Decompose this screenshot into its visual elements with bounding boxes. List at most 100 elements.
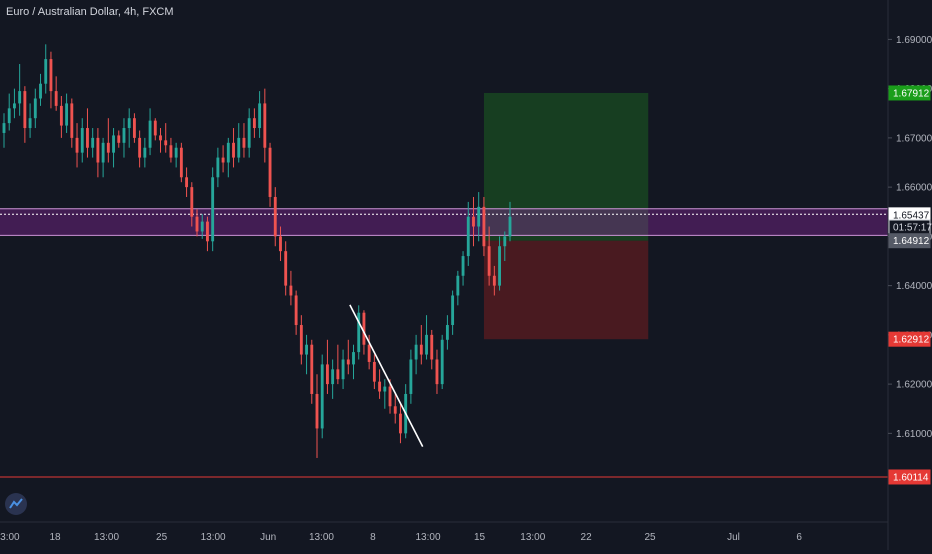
candle[interactable] [211, 167, 215, 252]
candle[interactable] [451, 290, 455, 335]
candle[interactable] [440, 334, 444, 390]
candle[interactable] [112, 128, 115, 168]
candle[interactable] [226, 137, 230, 178]
candle[interactable] [148, 108, 152, 156]
candle[interactable] [372, 354, 376, 390]
candle[interactable] [159, 128, 162, 153]
candle[interactable] [242, 123, 246, 158]
candle[interactable] [508, 201, 512, 242]
candle[interactable] [247, 108, 251, 158]
candle[interactable] [232, 128, 235, 168]
candle[interactable] [164, 123, 168, 153]
candle[interactable] [294, 290, 298, 335]
candle[interactable] [252, 108, 256, 138]
candle[interactable] [206, 216, 209, 252]
candle[interactable] [39, 73, 42, 106]
candle[interactable] [75, 123, 79, 168]
candle[interactable] [320, 354, 324, 439]
candle[interactable] [117, 130, 121, 148]
candle[interactable] [305, 334, 308, 375]
candle[interactable] [179, 142, 183, 183]
candle[interactable] [466, 201, 470, 266]
candle[interactable] [310, 339, 314, 404]
candle[interactable] [378, 369, 382, 399]
candle[interactable] [299, 315, 303, 365]
candle[interactable] [49, 51, 53, 109]
candle[interactable] [492, 265, 496, 296]
candle[interactable] [70, 98, 74, 148]
candle[interactable] [190, 182, 194, 227]
candle[interactable] [315, 374, 319, 458]
candle[interactable] [12, 88, 16, 119]
candle[interactable] [132, 113, 136, 143]
candle[interactable] [414, 334, 418, 375]
candle[interactable] [65, 93, 69, 133]
candle[interactable] [2, 113, 6, 148]
candle[interactable] [101, 137, 105, 178]
candle[interactable] [195, 209, 199, 237]
candle[interactable] [127, 108, 131, 148]
candle[interactable] [86, 108, 89, 158]
resistance-zone[interactable] [0, 208, 888, 236]
candle[interactable] [383, 379, 387, 409]
candle[interactable] [138, 130, 142, 168]
candle[interactable] [143, 137, 147, 168]
candle[interactable] [284, 241, 288, 296]
candle[interactable] [59, 96, 63, 138]
candle[interactable] [419, 325, 423, 365]
candle[interactable] [430, 329, 434, 370]
candle[interactable] [445, 315, 449, 350]
candle[interactable] [352, 344, 355, 380]
candle[interactable] [122, 118, 126, 158]
candle[interactable] [237, 123, 241, 163]
candle[interactable] [435, 349, 439, 394]
candle[interactable] [388, 379, 392, 414]
candle[interactable] [200, 214, 204, 239]
candle[interactable] [409, 349, 413, 404]
candle[interactable] [482, 196, 486, 257]
candle[interactable] [28, 103, 32, 138]
candle[interactable] [185, 167, 189, 197]
candle[interactable] [325, 339, 329, 394]
candle[interactable] [487, 226, 491, 286]
candle[interactable] [33, 88, 37, 129]
candle[interactable] [279, 226, 282, 261]
candle[interactable] [498, 236, 502, 291]
candle[interactable] [96, 128, 100, 178]
candle[interactable] [263, 88, 267, 163]
candle[interactable] [153, 118, 157, 141]
candle[interactable] [258, 91, 262, 138]
candle[interactable] [399, 403, 402, 444]
candle[interactable] [18, 64, 22, 116]
candle[interactable] [289, 270, 293, 306]
candle[interactable] [91, 128, 95, 158]
candle[interactable] [367, 334, 371, 370]
candle[interactable] [393, 393, 397, 424]
profit-zone[interactable] [483, 92, 649, 241]
candle[interactable] [456, 270, 460, 306]
candle[interactable] [54, 76, 58, 111]
candle[interactable] [425, 315, 428, 360]
trendline[interactable] [349, 304, 424, 448]
candle[interactable] [331, 359, 335, 399]
candle[interactable] [336, 344, 340, 385]
candle[interactable] [216, 147, 220, 188]
tradingview-logo[interactable] [5, 493, 27, 515]
candle[interactable] [44, 44, 48, 94]
candle[interactable] [169, 137, 173, 163]
candle[interactable] [273, 187, 277, 247]
candle[interactable] [503, 231, 507, 261]
loss-zone[interactable] [483, 240, 649, 340]
candle[interactable] [174, 142, 178, 168]
candle[interactable] [472, 196, 475, 247]
candle[interactable] [23, 86, 27, 143]
candle[interactable] [80, 118, 84, 163]
candle[interactable] [221, 145, 225, 173]
candle[interactable] [346, 339, 350, 375]
candle[interactable] [106, 118, 110, 163]
candle[interactable] [477, 192, 481, 242]
candle[interactable] [268, 142, 272, 207]
candle[interactable] [7, 93, 11, 131]
